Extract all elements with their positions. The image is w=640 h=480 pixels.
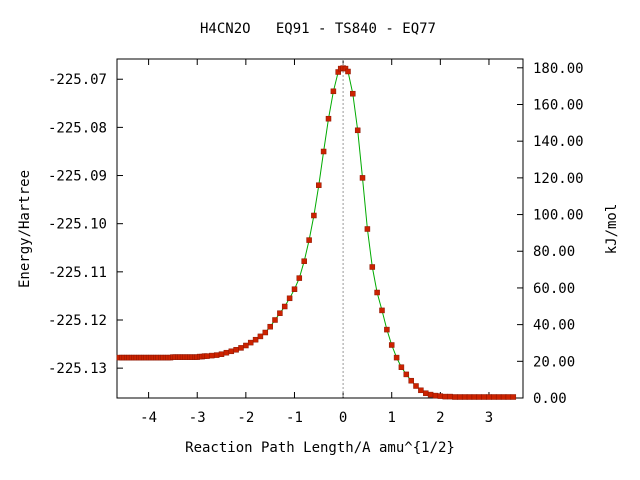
- axis-tick-labels: -4 -3 -2 -1 0 1 2 3 -225.07 -225.08 -225.09 -225.10…: [48, 61, 584, 426]
- energy-data-points: [116, 65, 517, 400]
- plot-frame: [116, 58, 524, 399]
- data-point: [495, 394, 502, 400]
- data-point: [301, 258, 307, 264]
- data-point: [286, 295, 293, 302]
- y-tick-label: -225.08: [48, 120, 107, 136]
- data-point: [461, 394, 468, 400]
- y-tick-label: -225.11: [48, 265, 107, 281]
- data-point: [374, 289, 380, 296]
- data-point: [257, 333, 264, 340]
- data-point: [330, 88, 337, 95]
- x-axis-title: Reaction Path Length/A amu^{1/2}: [185, 440, 455, 456]
- x-tick-label: -1: [286, 410, 303, 426]
- data-point: [218, 351, 225, 357]
- data-point: [491, 394, 497, 400]
- data-point: [247, 339, 254, 346]
- y2-tick-label: 160.00: [533, 97, 584, 113]
- data-point: [379, 307, 385, 314]
- data-point: [471, 394, 478, 400]
- x-tick-label: 0: [339, 410, 347, 426]
- data-point: [291, 286, 298, 292]
- data-point: [204, 353, 210, 359]
- data-point: [243, 342, 249, 349]
- data-point: [272, 317, 278, 323]
- y2-tick-label: 120.00: [533, 171, 584, 187]
- chart-title: H4CN2O EQ91 - TS840 - EQ77: [200, 21, 436, 37]
- data-point: [418, 387, 424, 394]
- data-point: [510, 394, 517, 400]
- data-point: [457, 394, 463, 400]
- data-point: [388, 342, 395, 348]
- y2-tick-label: 100.00: [533, 208, 584, 224]
- data-point: [325, 115, 332, 122]
- data-point: [505, 394, 512, 400]
- data-point: [408, 377, 414, 384]
- data-point: [403, 371, 410, 378]
- y2-axis-title: kJ/mol: [604, 204, 620, 255]
- data-point: [281, 303, 288, 310]
- data-point: [252, 336, 259, 343]
- data-point: [437, 393, 444, 399]
- data-point: [384, 326, 390, 333]
- y2-tick-label: 140.00: [533, 134, 584, 150]
- data-point: [296, 275, 303, 281]
- data-point: [228, 348, 235, 355]
- data-point: [320, 148, 327, 155]
- data-point: [354, 127, 361, 134]
- data-point: [262, 329, 269, 336]
- y-tick-label: -225.09: [48, 169, 107, 185]
- data-point: [476, 394, 482, 400]
- y-tick-label: -225.10: [48, 217, 107, 233]
- x-tick-label: 2: [436, 410, 444, 426]
- data-point: [267, 323, 273, 330]
- energy-curve-line: [119, 67, 514, 398]
- data-point: [481, 394, 487, 400]
- y2-tick-label: 20.00: [533, 354, 575, 370]
- y2-tick-label: 40.00: [533, 318, 575, 334]
- y-axis-title: Energy/Hartree: [17, 170, 33, 288]
- data-point: [432, 392, 439, 399]
- data-point: [413, 383, 419, 389]
- data-point: [393, 354, 400, 361]
- x-tick-label: -4: [140, 410, 157, 426]
- x-tick-label: -3: [189, 410, 206, 426]
- data-point: [350, 90, 356, 97]
- data-point: [359, 175, 366, 181]
- x-tick-label: 3: [485, 410, 493, 426]
- y-tick-label: -225.07: [48, 72, 107, 88]
- data-point: [345, 68, 351, 75]
- data-point: [447, 393, 453, 400]
- y-tick-label: -225.13: [48, 361, 107, 377]
- data-point: [500, 394, 507, 400]
- data-point: [233, 347, 239, 353]
- data-point: [306, 237, 312, 243]
- axis-ticks: [117, 59, 523, 399]
- data-point: [369, 264, 376, 270]
- data-point: [466, 394, 473, 400]
- data-point: [423, 390, 429, 396]
- data-point: [209, 352, 215, 359]
- data-point: [364, 226, 371, 232]
- data-point: [223, 349, 230, 356]
- data-point: [238, 345, 244, 351]
- data-point: [277, 310, 283, 316]
- y-tick-label: -225.12: [48, 313, 107, 329]
- y2-tick-label: 80.00: [533, 244, 575, 260]
- data-point: [311, 212, 317, 219]
- data-point: [316, 182, 322, 188]
- y2-tick-label: 180.00: [533, 61, 584, 77]
- x-tick-label: -2: [237, 410, 254, 426]
- y2-tick-label: 0.00: [533, 391, 567, 407]
- data-point: [452, 394, 458, 400]
- data-point: [213, 352, 220, 358]
- y2-tick-label: 60.00: [533, 281, 575, 297]
- data-point: [486, 394, 492, 400]
- data-point: [442, 393, 448, 400]
- data-point: [427, 391, 434, 398]
- x-tick-label: 1: [387, 410, 395, 426]
- data-point: [398, 364, 405, 370]
